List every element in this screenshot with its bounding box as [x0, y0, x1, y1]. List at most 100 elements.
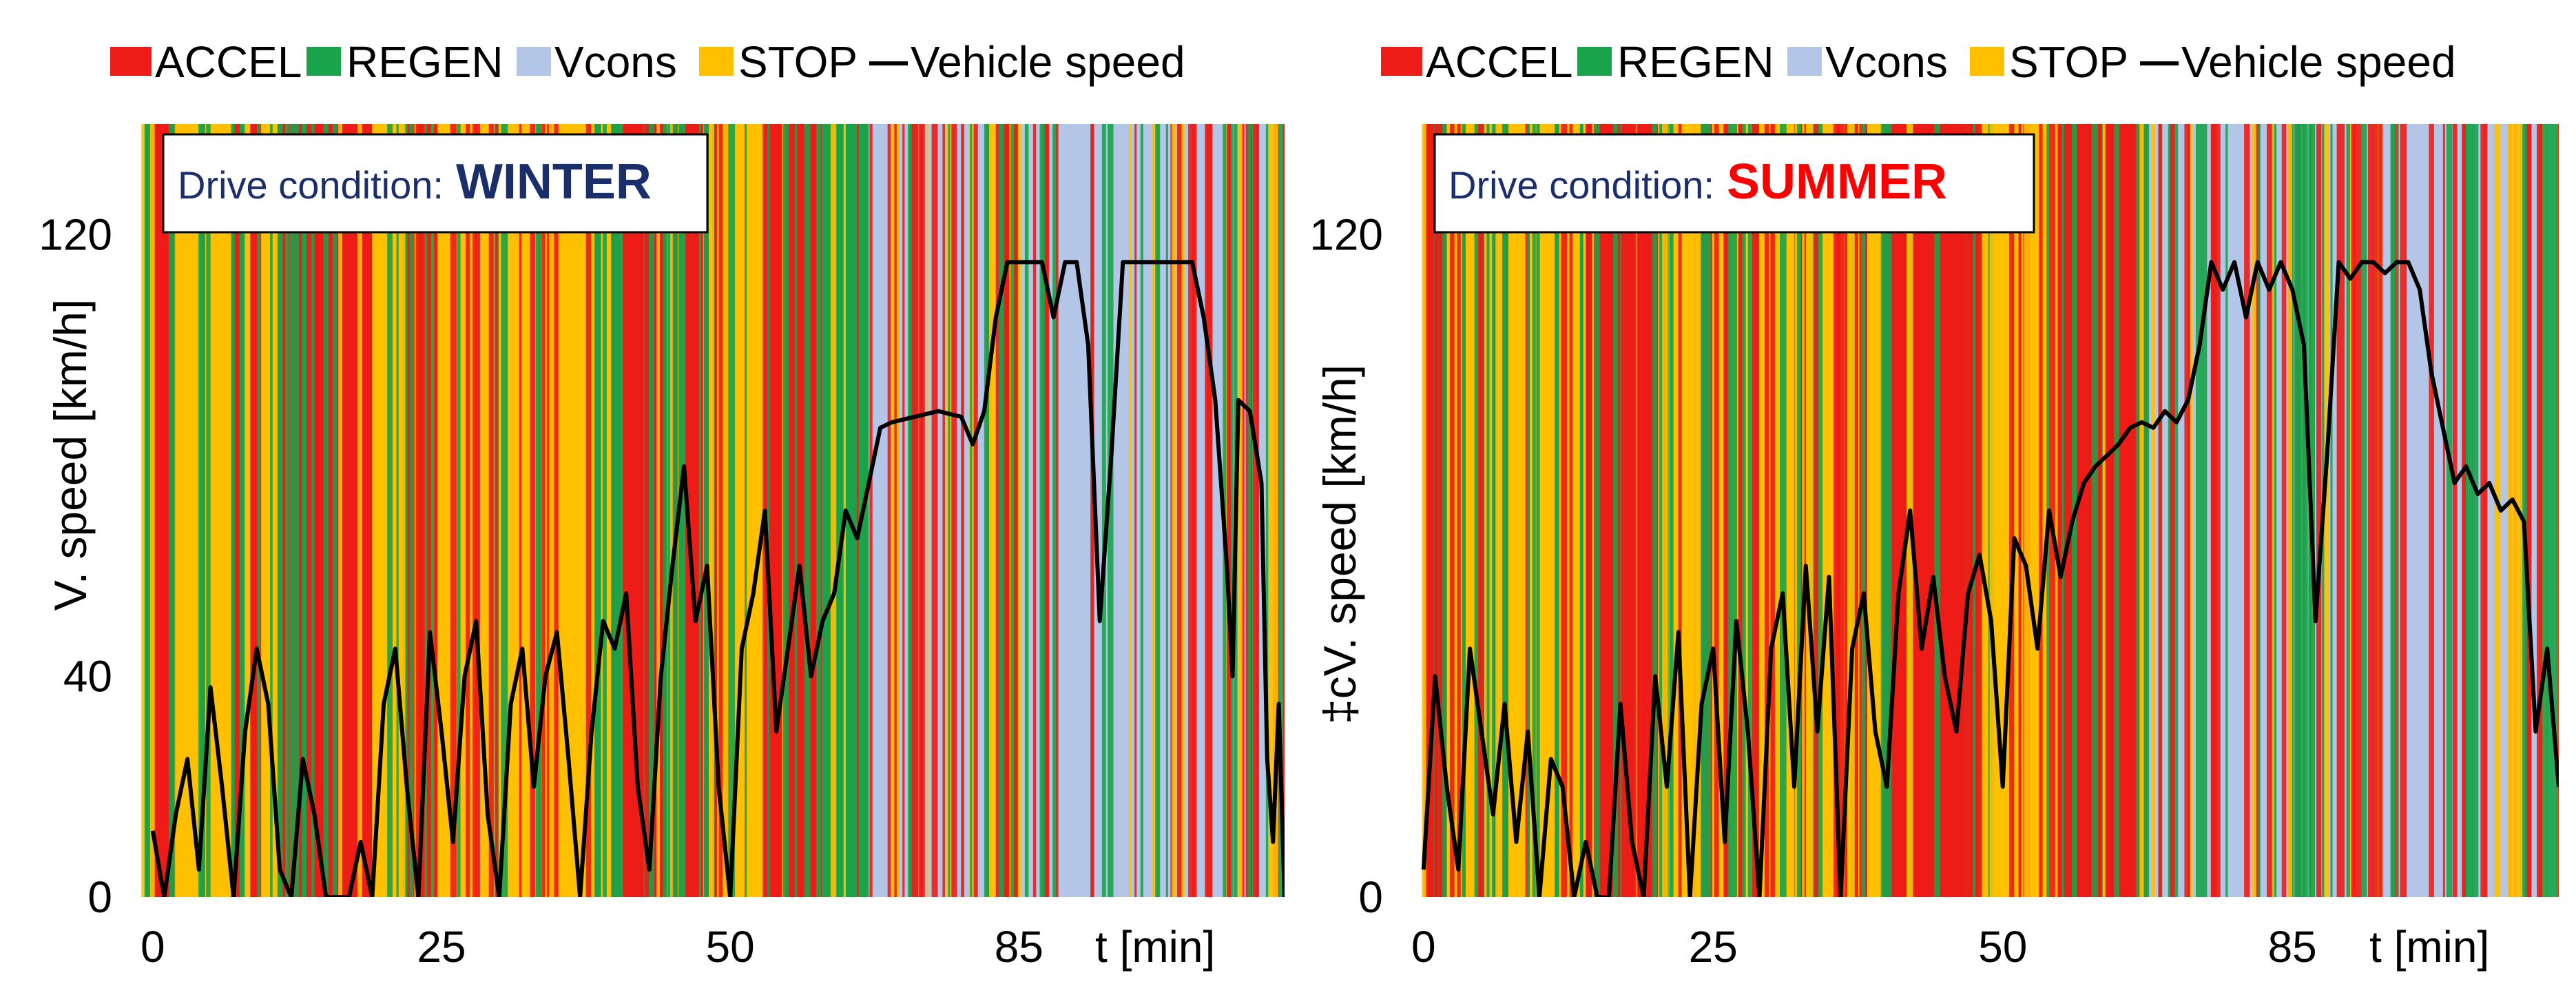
mode-stripe — [400, 124, 406, 897]
mode-stripe — [2316, 124, 2322, 897]
legend-label-stop: STOP — [2009, 37, 2128, 87]
mode-stripe — [1546, 124, 1552, 897]
mode-stripe — [2008, 124, 2015, 897]
mode-stripe — [1796, 124, 1802, 897]
mode-stripe — [1637, 124, 1642, 897]
mode-stripe — [2429, 124, 2434, 897]
x-tick-labels: 0 25 50 85 — [1411, 922, 2317, 972]
mode-stripe — [2442, 124, 2445, 897]
mode-stripe — [1864, 124, 1867, 897]
mode-stripe — [1001, 124, 1007, 897]
mode-stripe — [1043, 124, 1050, 897]
legend-label-vcons: Vcons — [1825, 37, 1948, 87]
mode-stripe — [1024, 124, 1029, 897]
legend-swatch-vcons — [1787, 47, 1822, 76]
legend-label-accel: ACCEL — [1426, 37, 1572, 87]
mode-stripe — [1942, 124, 1946, 897]
mode-stripe — [2184, 124, 2189, 897]
mode-stripe — [2378, 124, 2383, 897]
mode-stripe — [750, 124, 757, 897]
mode-stripe — [783, 124, 789, 897]
mode-stripe — [1536, 124, 1540, 897]
mode-stripe — [1727, 124, 1732, 897]
mode-stripe — [278, 124, 283, 897]
mode-stripe — [1579, 124, 1583, 897]
mode-stripe — [2252, 124, 2256, 897]
mode-stripe — [2507, 124, 2512, 897]
y-axis-label: ‡cV. speed [km/h] — [1314, 365, 1365, 724]
mode-stripe — [1484, 124, 1490, 897]
mode-stripe — [257, 124, 260, 897]
mode-stripe — [951, 124, 957, 897]
mode-stripe — [1922, 124, 1930, 897]
mode-stripe — [1646, 124, 1651, 897]
mode-stripe — [693, 124, 696, 897]
mode-stripe — [289, 124, 295, 897]
mode-stripe — [335, 124, 341, 897]
mode-stripe — [970, 124, 973, 897]
mode-stripe — [1502, 124, 1508, 897]
mode-stripe — [667, 124, 671, 897]
plot-area — [141, 124, 1285, 897]
mode-stripe — [663, 124, 668, 897]
mode-stripe — [1807, 124, 1814, 897]
mode-stripe — [1255, 124, 1258, 897]
mode-stripe — [918, 124, 925, 897]
mode-stripe — [343, 124, 346, 897]
mode-stripe — [1670, 124, 1674, 897]
mode-stripe — [714, 124, 718, 897]
mode-stripe — [1703, 124, 1706, 897]
mode-stripe — [2173, 124, 2179, 897]
y-axis-label-prefix: ‡c — [1314, 676, 1365, 724]
mode-stripe — [1039, 124, 1046, 897]
mode-stripe — [1484, 124, 1487, 897]
speed-line — [150, 260, 1285, 897]
mode-stripe — [2019, 124, 2022, 897]
mode-stripe — [495, 124, 498, 897]
mode-stripe — [415, 124, 421, 897]
mode-stripe — [1770, 124, 1773, 897]
mode-stripe — [1248, 124, 1251, 897]
mode-stripe — [450, 124, 457, 897]
svg-text:Drive condition:WINTER: Drive condition: WINTER — [178, 154, 652, 209]
mode-stripe — [2524, 124, 2527, 897]
mode-stripe — [1933, 124, 1940, 897]
mode-stripe — [332, 124, 337, 897]
mode-stripe — [1650, 124, 1654, 897]
mode-stripe — [2497, 124, 2500, 897]
mode-stripe — [266, 124, 270, 897]
mode-stripe — [816, 124, 822, 897]
mode-stripe — [2158, 124, 2162, 897]
mode-stripe — [1764, 124, 1769, 897]
mode-stripe — [2452, 124, 2458, 897]
x-tick-label: 85 — [995, 922, 1043, 972]
mode-stripe — [2061, 124, 2064, 897]
mode-stripe — [1839, 124, 1845, 897]
mode-stripe — [838, 124, 842, 897]
y-tick-label: 120 — [1309, 209, 1383, 259]
mode-stripe — [678, 124, 686, 897]
mode-stripe — [711, 124, 717, 897]
mode-stripe — [2033, 124, 2037, 897]
condition-value: SUMMER — [1727, 154, 1947, 209]
mode-stripe — [488, 124, 494, 897]
mode-stripe — [1836, 124, 1840, 897]
mode-stripe — [830, 124, 837, 897]
mode-stripe — [2270, 124, 2274, 897]
mode-stripe — [1446, 124, 1449, 897]
mode-stripe — [466, 124, 470, 897]
mode-stripe — [1714, 124, 1719, 897]
mode-stripe — [1594, 124, 1600, 897]
mode-stripe — [1477, 124, 1484, 897]
mode-stripe — [1814, 124, 1819, 897]
mode-stripe — [1172, 124, 1176, 897]
mode-stripe — [902, 124, 905, 897]
mode-stripe — [1055, 124, 1059, 897]
mode-stripe — [2188, 124, 2191, 897]
mode-stripe — [1989, 124, 1996, 897]
mode-stripe — [236, 124, 239, 897]
mode-stripe — [1134, 124, 1137, 897]
mode-stripe — [2288, 124, 2292, 897]
mode-stripe — [1521, 124, 1526, 897]
mode-stripe — [1573, 124, 1578, 897]
